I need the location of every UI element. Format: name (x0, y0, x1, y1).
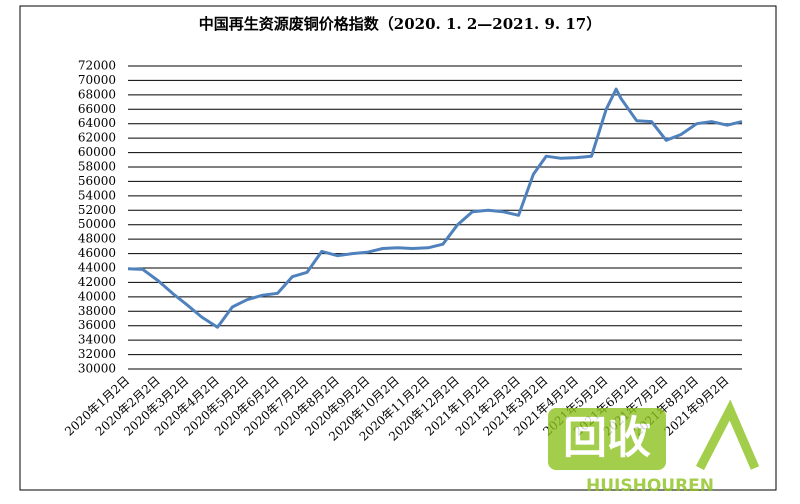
y-tick-label: 62000 (78, 131, 116, 145)
chart-title: 中国再生资源废铜价格指数（2020. 1. 2—2021. 9. 17） (199, 15, 601, 33)
y-tick-label: 44000 (78, 261, 116, 275)
y-tick-label: 34000 (78, 333, 116, 347)
y-tick-label: 42000 (78, 275, 116, 289)
y-tick-label: 54000 (78, 188, 116, 202)
data-line (127, 87, 743, 329)
y-tick-label: 38000 (78, 304, 116, 318)
y-tick-label: 46000 (78, 246, 116, 260)
y-tick-label: 40000 (78, 289, 116, 303)
y-tick-label: 68000 (78, 87, 116, 101)
watermark-text: HUISHOUREN (586, 476, 714, 496)
y-tick-label: 52000 (78, 203, 116, 217)
watermark-logo: 回收 (563, 413, 651, 464)
y-tick-label: 50000 (78, 217, 116, 231)
y-tick-label: 58000 (78, 160, 116, 174)
y-tick-label: 32000 (78, 347, 116, 361)
y-tick-label: 60000 (78, 145, 116, 159)
watermark-box (548, 408, 666, 470)
watermark-icon (696, 399, 760, 471)
y-tick-label: 30000 (78, 362, 116, 376)
y-tick-label: 70000 (78, 73, 116, 87)
y-tick-label: 66000 (78, 102, 116, 116)
y-tick-label: 48000 (78, 232, 116, 246)
y-tick-label: 72000 (78, 59, 116, 73)
y-tick-label: 36000 (78, 318, 116, 332)
watermark: 回收 HUISHOUREN (548, 399, 760, 496)
y-tick-label: 64000 (78, 116, 116, 130)
y-tick-label: 56000 (78, 174, 116, 188)
